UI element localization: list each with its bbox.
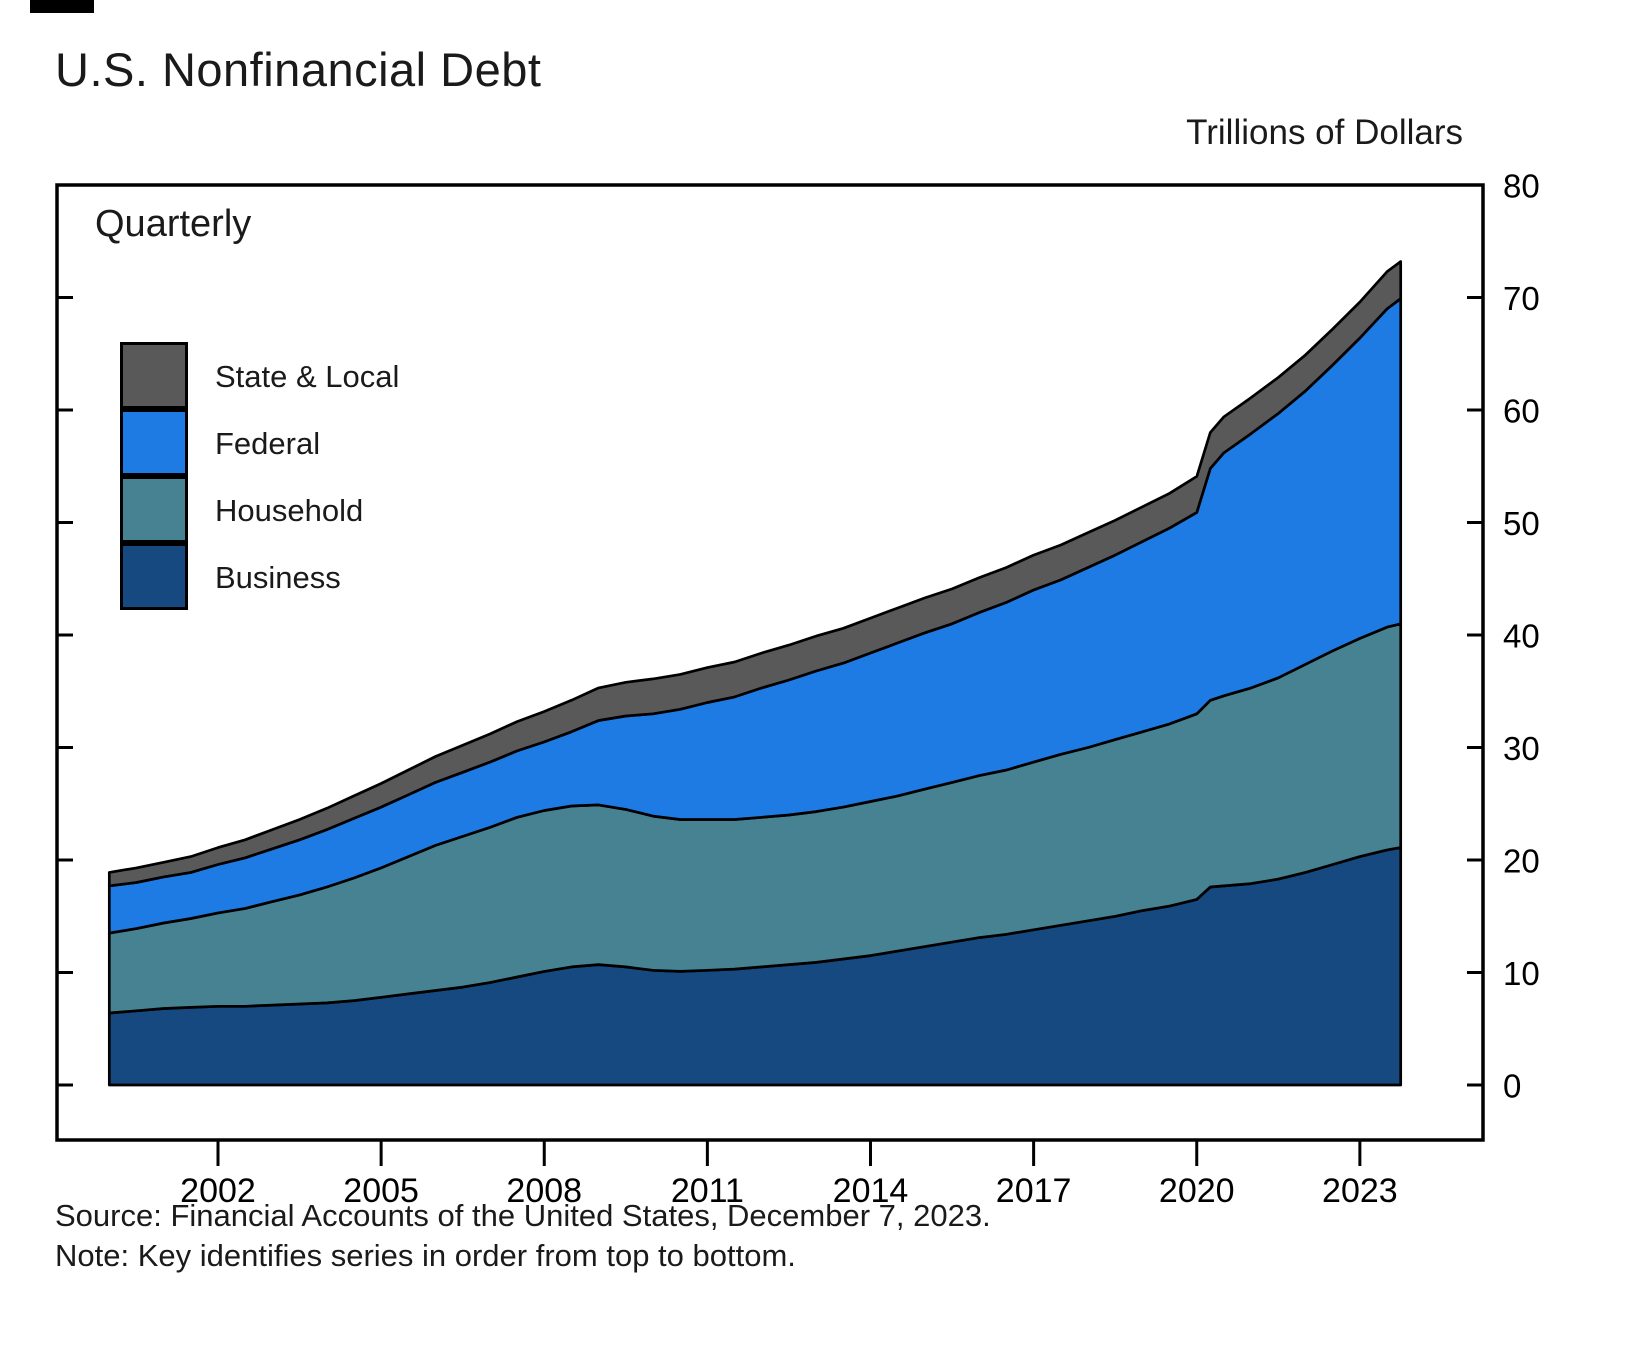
y-axis-label: 60 [1503,393,1540,430]
legend-swatch-household [120,475,188,543]
legend-item-federal: Federal [120,408,399,477]
frequency-label: Quarterly [95,203,252,245]
plot-frame [55,183,1485,1142]
legend-item-household: Household [120,475,399,544]
axis-units-label: Trillions of Dollars [1186,113,1463,152]
source-note: Source: Financial Accounts of the United… [55,1198,991,1233]
x-axis-label: 2011 [671,1172,744,1210]
legend-swatch-business [120,542,188,610]
legend-label: State & Local [215,358,400,394]
y-axis-label: 30 [1503,730,1540,767]
x-axis-label: 2005 [343,1172,419,1210]
x-axis-label: 2023 [1322,1172,1398,1210]
y-axis-label: 40 [1503,618,1540,655]
y-axis-label: 20 [1503,843,1540,880]
legend-label: Business [215,559,341,595]
y-axis-label: 50 [1503,505,1540,542]
area-state-local [107,260,1403,888]
legend-swatch-state-local [120,341,188,409]
legend-swatch-federal [120,408,188,476]
x-axis-label: 2002 [180,1172,256,1210]
y-axis-label: 70 [1503,280,1540,317]
legend-label: Household [215,492,364,528]
chart-title: U.S. Nonfinancial Debt [55,43,542,96]
legend: State & Local Federal Household Business [120,341,400,611]
x-axis-label: 2014 [833,1172,909,1210]
x-axis-label: 2017 [996,1172,1072,1210]
y-axis-label: 0 [1503,1068,1521,1105]
legend-item-business: Business [120,542,399,611]
corner-mark [30,0,94,13]
y-axis-label: 80 [1503,168,1540,205]
key-note: Note: Key identifies series in order fro… [55,1238,796,1273]
legend-label: Federal [215,425,321,461]
y-axis-label: 10 [1503,955,1540,992]
legend-item-state-local: State & Local [120,341,400,410]
x-axis-label: 2020 [1159,1172,1235,1210]
x-axis-label: 2008 [506,1172,582,1210]
